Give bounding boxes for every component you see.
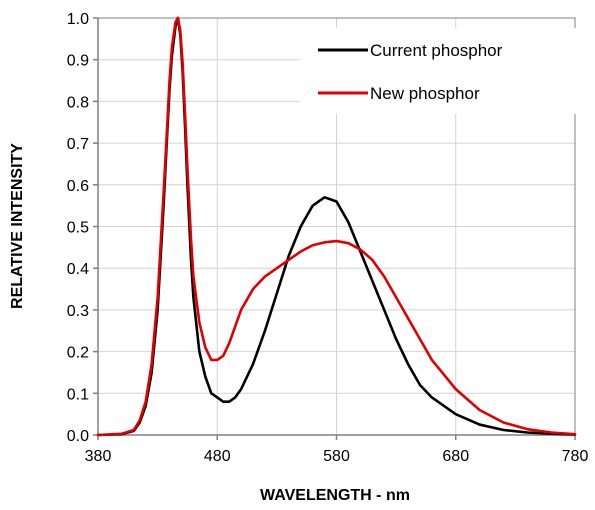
legend: Current phosphor New phosphor	[300, 28, 578, 114]
y-axis: 0.0 0.1 0.2 0.3 0.4 0.5 0.6 0.7 0.8 0.9 1.0	[67, 11, 99, 445]
x-tick-label: 680	[442, 448, 469, 465]
y-tick-label: 0.5	[67, 220, 89, 237]
x-axis-title: WAVELENGTH - nm	[260, 487, 410, 504]
y-tick-label: 0.9	[67, 53, 89, 70]
legend-label-current-phosphor: Current phosphor	[370, 41, 503, 60]
x-tick-label: 480	[204, 448, 231, 465]
y-tick-label: 0.3	[67, 303, 89, 320]
y-tick-label: 0.0	[67, 428, 89, 445]
y-tick-label: 0.8	[67, 94, 89, 111]
legend-background	[300, 28, 578, 114]
y-tick-label: 1.0	[67, 11, 89, 28]
y-tick-label: 0.4	[67, 261, 89, 278]
y-tick-label: 0.2	[67, 345, 89, 362]
y-tick-label: 0.1	[67, 386, 89, 403]
x-tick-label: 380	[85, 448, 112, 465]
x-tick-label: 780	[562, 448, 589, 465]
legend-label-new-phosphor: New phosphor	[370, 84, 480, 103]
series-layer	[96, 16, 577, 437]
x-axis: 380 480 580 680 780	[85, 434, 589, 465]
series-line-new-phosphor	[96, 16, 577, 437]
y-tick-label: 0.7	[67, 136, 89, 153]
y-tick-label: 0.6	[67, 178, 89, 195]
y-axis-title: RELATIVE INTENSITY	[9, 143, 26, 309]
x-tick-label: 580	[323, 448, 350, 465]
